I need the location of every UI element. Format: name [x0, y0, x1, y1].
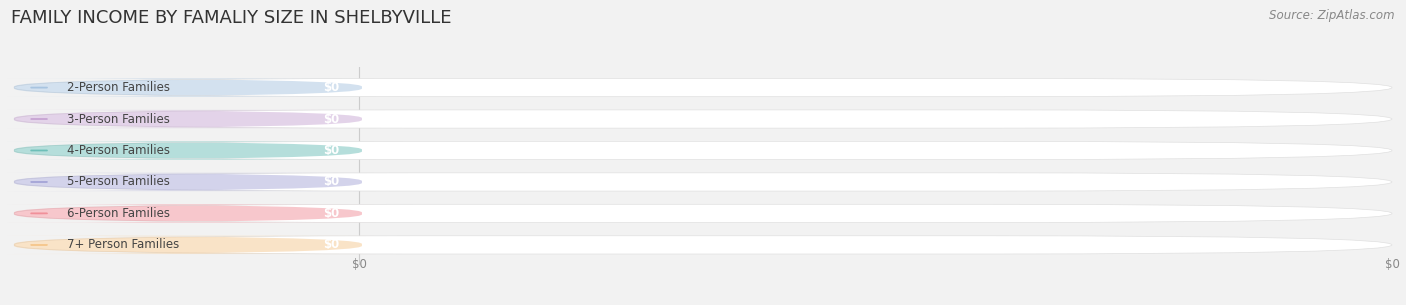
FancyBboxPatch shape — [0, 173, 375, 191]
Text: $0: $0 — [323, 207, 339, 220]
FancyBboxPatch shape — [14, 78, 1392, 97]
FancyBboxPatch shape — [14, 204, 1392, 223]
FancyBboxPatch shape — [14, 173, 1392, 191]
Text: FAMILY INCOME BY FAMALIY SIZE IN SHELBYVILLE: FAMILY INCOME BY FAMALIY SIZE IN SHELBYV… — [11, 9, 451, 27]
Text: $0: $0 — [323, 175, 339, 188]
FancyBboxPatch shape — [0, 78, 375, 97]
Text: 2-Person Families: 2-Person Families — [67, 81, 170, 94]
FancyBboxPatch shape — [0, 141, 375, 160]
Text: 7+ Person Families: 7+ Person Families — [67, 239, 179, 251]
Text: $0: $0 — [323, 81, 339, 94]
FancyBboxPatch shape — [0, 236, 375, 254]
Text: 4-Person Families: 4-Person Families — [67, 144, 170, 157]
Text: $0: $0 — [352, 258, 367, 271]
Text: Source: ZipAtlas.com: Source: ZipAtlas.com — [1270, 9, 1395, 22]
Text: $0: $0 — [323, 239, 339, 251]
Text: $0: $0 — [323, 113, 339, 126]
Text: 6-Person Families: 6-Person Families — [67, 207, 170, 220]
FancyBboxPatch shape — [14, 236, 1392, 254]
FancyBboxPatch shape — [0, 110, 375, 128]
Circle shape — [31, 213, 48, 214]
Text: 5-Person Families: 5-Person Families — [67, 175, 170, 188]
FancyBboxPatch shape — [14, 141, 1392, 160]
Text: $0: $0 — [1385, 258, 1399, 271]
FancyBboxPatch shape — [0, 204, 375, 223]
Circle shape — [31, 150, 48, 151]
Text: $0: $0 — [323, 144, 339, 157]
Text: 3-Person Families: 3-Person Families — [67, 113, 170, 126]
FancyBboxPatch shape — [14, 110, 1392, 128]
Circle shape — [31, 87, 48, 88]
